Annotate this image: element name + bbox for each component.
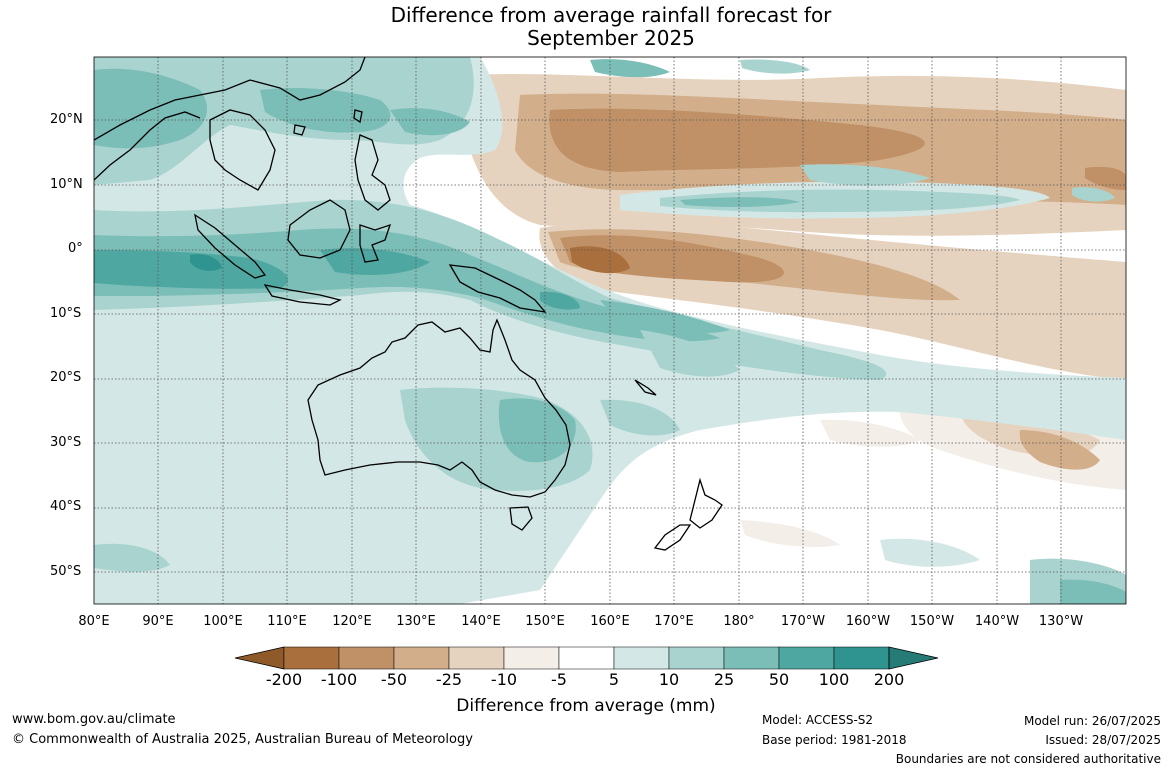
colorbar-tick-label: 50 bbox=[768, 670, 790, 689]
new-zealand-coast bbox=[653, 477, 723, 551]
lon-label-130e: 130°E bbox=[396, 614, 436, 629]
colorbar-tick-label: -200 bbox=[265, 670, 303, 689]
colorbar-swatch bbox=[558, 646, 615, 670]
sulawesi-coast bbox=[359, 223, 392, 263]
borneo-coast bbox=[287, 199, 351, 259]
coastlines bbox=[94, 57, 723, 551]
lat-label-50s: 50°S bbox=[50, 564, 82, 579]
lon-label-110e: 110°E bbox=[267, 614, 307, 629]
lon-label-180: 180° bbox=[723, 614, 755, 629]
colorbar-title: Difference from average (mm) bbox=[456, 696, 716, 716]
colorbar-arrow-left bbox=[234, 646, 285, 670]
colorbar-swatch bbox=[338, 646, 395, 670]
colorbar-tick-label: 200 bbox=[873, 670, 905, 689]
lon-label-100e: 100°E bbox=[203, 614, 243, 629]
boundaries-disclaimer: Boundaries are not considered authoritat… bbox=[895, 752, 1161, 766]
colorbar-swatch bbox=[723, 646, 780, 670]
lon-label-80e: 80°E bbox=[78, 614, 110, 629]
philippines-coast bbox=[354, 134, 391, 211]
colorbar-swatch bbox=[503, 646, 560, 670]
colorbar-tick-label: -10 bbox=[490, 670, 518, 689]
indochina-coast bbox=[209, 109, 276, 191]
asia-coast bbox=[94, 57, 366, 141]
colorbar-tick-label: -100 bbox=[320, 670, 358, 689]
india-coast bbox=[94, 111, 201, 181]
tasmania-coast bbox=[509, 506, 533, 531]
colorbar-tick-label: 100 bbox=[818, 670, 850, 689]
colorbar-tick-label: -5 bbox=[551, 670, 567, 689]
colorbar-swatch bbox=[448, 646, 505, 670]
lon-label-90e: 90°E bbox=[142, 614, 174, 629]
lon-label-170e: 170°E bbox=[654, 614, 694, 629]
colorbar-tick-label: -50 bbox=[380, 670, 408, 689]
lat-label-40s: 40°S bbox=[50, 499, 82, 514]
colorbar bbox=[234, 646, 939, 670]
lon-label-140w: 140°W bbox=[974, 614, 1020, 629]
lon-label-150e: 150°E bbox=[525, 614, 565, 629]
website-link[interactable]: www.bom.gov.au/climate bbox=[12, 712, 176, 727]
hainan-coast bbox=[293, 124, 306, 136]
issued-date: Issued: 28/07/2025 bbox=[1045, 733, 1161, 747]
java-coast bbox=[263, 284, 342, 306]
new-guinea-coast bbox=[448, 264, 547, 313]
lon-label-170w: 170°W bbox=[780, 614, 826, 629]
sumatra-coast bbox=[194, 213, 267, 279]
lat-label-20n: 20°N bbox=[50, 112, 83, 127]
colorbar-tick-label: 25 bbox=[713, 670, 735, 689]
colorbar-tick-label: -25 bbox=[435, 670, 463, 689]
lon-label-140e: 140°E bbox=[461, 614, 501, 629]
map-border bbox=[93, 56, 1127, 605]
colorbar-tick-label: 10 bbox=[658, 670, 680, 689]
colorbar-swatch bbox=[778, 646, 835, 670]
model-name: Model: ACCESS-S2 bbox=[762, 713, 874, 727]
colorbar-swatch bbox=[283, 646, 340, 670]
australia-coast bbox=[307, 318, 571, 498]
new-caledonia-coast bbox=[634, 379, 657, 396]
map-title: Difference from average rainfall forecas… bbox=[0, 4, 1173, 50]
colorbar-swatch bbox=[833, 646, 890, 670]
lat-label-10n: 10°N bbox=[50, 177, 83, 192]
lon-label-160e: 160°E bbox=[590, 614, 630, 629]
colorbar-swatch bbox=[668, 646, 725, 670]
graticule bbox=[94, 57, 1126, 604]
lat-label-20s: 20°S bbox=[50, 370, 82, 385]
model-run-date: Model run: 26/07/2025 bbox=[1023, 714, 1161, 728]
lon-label-130w: 130°W bbox=[1038, 614, 1084, 629]
base-period: Base period: 1981-2018 bbox=[762, 733, 907, 747]
map-title-line2: September 2025 bbox=[527, 26, 695, 50]
colorbar-arrow-right bbox=[888, 646, 939, 670]
copyright-text: © Commonwealth of Australia 2025, Austra… bbox=[12, 732, 473, 747]
colorbar-swatch bbox=[393, 646, 450, 670]
lon-label-160w: 160°W bbox=[845, 614, 891, 629]
lat-label-0: 0° bbox=[68, 241, 83, 256]
lat-label-10s: 10°S bbox=[50, 306, 82, 321]
taiwan-coast bbox=[353, 109, 363, 124]
colorbar-swatch bbox=[613, 646, 670, 670]
lon-label-120e: 120°E bbox=[332, 614, 372, 629]
lon-label-150w: 150°W bbox=[909, 614, 955, 629]
map-title-line1: Difference from average rainfall forecas… bbox=[390, 3, 832, 27]
lat-label-30s: 30°S bbox=[50, 435, 82, 450]
colorbar-tick-label: 5 bbox=[608, 670, 620, 689]
